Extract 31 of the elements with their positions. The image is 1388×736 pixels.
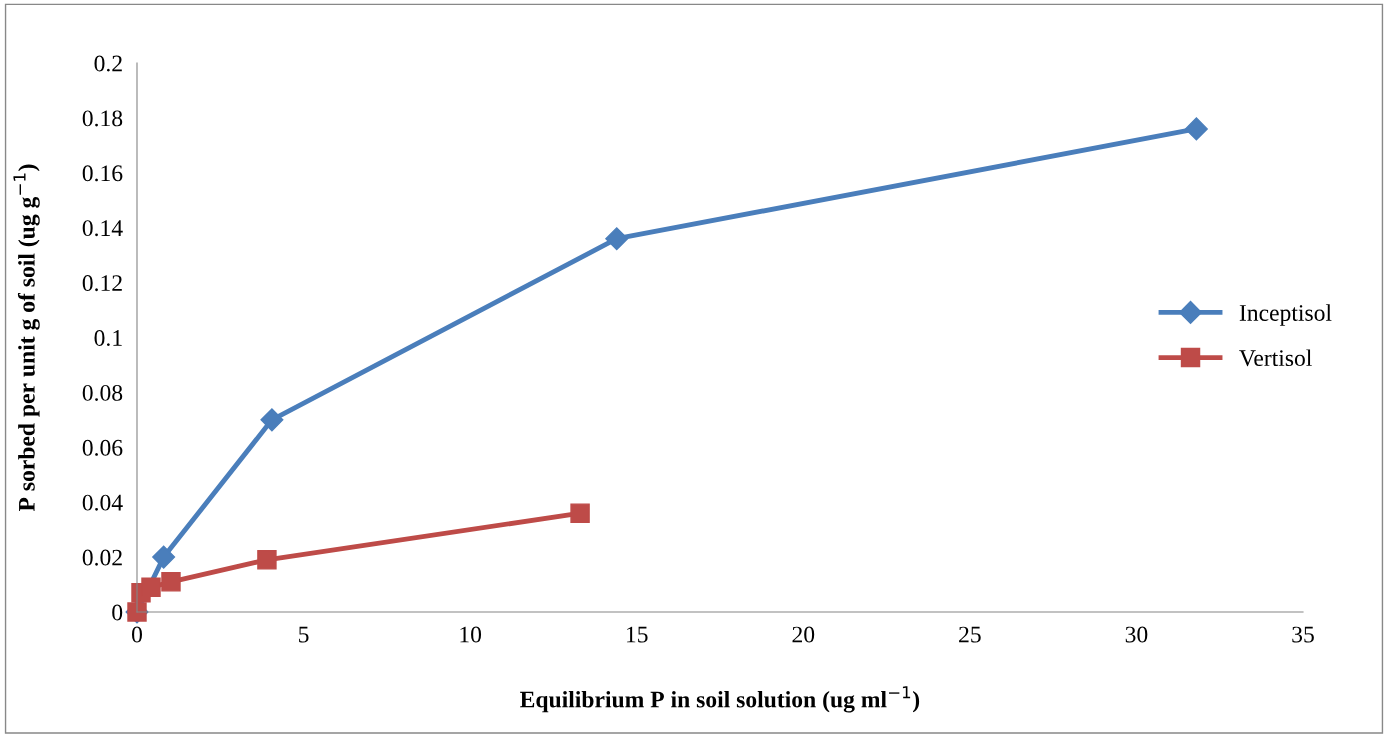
y-tick-label: 0.18 xyxy=(82,110,123,127)
point xyxy=(257,550,277,570)
x-tick-label: 30 xyxy=(1125,626,1148,643)
point xyxy=(570,503,590,523)
y-tick-label: 0 xyxy=(112,604,123,621)
y-tick-label: 0.16 xyxy=(82,165,123,182)
y-axis-title: P sorbed per unit g of soil (ug g$^{−1}$) xyxy=(13,164,40,512)
y-tick-label: 0.14 xyxy=(82,220,123,237)
y-tick-label: 0.04 xyxy=(82,494,123,511)
y-tick-label: 0.2 xyxy=(94,55,122,72)
point xyxy=(1184,117,1208,141)
y-tick-label: 0.08 xyxy=(82,384,123,401)
point xyxy=(260,408,284,432)
point xyxy=(141,577,161,598)
point xyxy=(605,227,629,251)
point xyxy=(161,572,181,592)
y-tick-label: 0.06 xyxy=(82,439,123,456)
point xyxy=(152,545,176,569)
x-tick-label: 15 xyxy=(626,626,648,643)
x-axis-title: Equilibrium P in soil solution (ug ml$^{−1}$) xyxy=(520,686,920,713)
x-tick-label: 25 xyxy=(959,626,981,643)
x-tick-label: 20 xyxy=(792,626,815,643)
x-tick-label: 0 xyxy=(132,626,142,643)
legend-label: Inceptisol xyxy=(1239,304,1332,326)
x-tick-label: 10 xyxy=(460,626,482,643)
y-tick-label: 0.02 xyxy=(82,549,122,566)
x-tick-label: 5 xyxy=(299,626,309,643)
y-tick-label: 0.1 xyxy=(94,329,122,347)
x-tick-label: 35 xyxy=(1292,626,1314,643)
legend-label: Vertisol xyxy=(1239,349,1312,367)
y-tick-label: 0.12 xyxy=(82,275,122,292)
